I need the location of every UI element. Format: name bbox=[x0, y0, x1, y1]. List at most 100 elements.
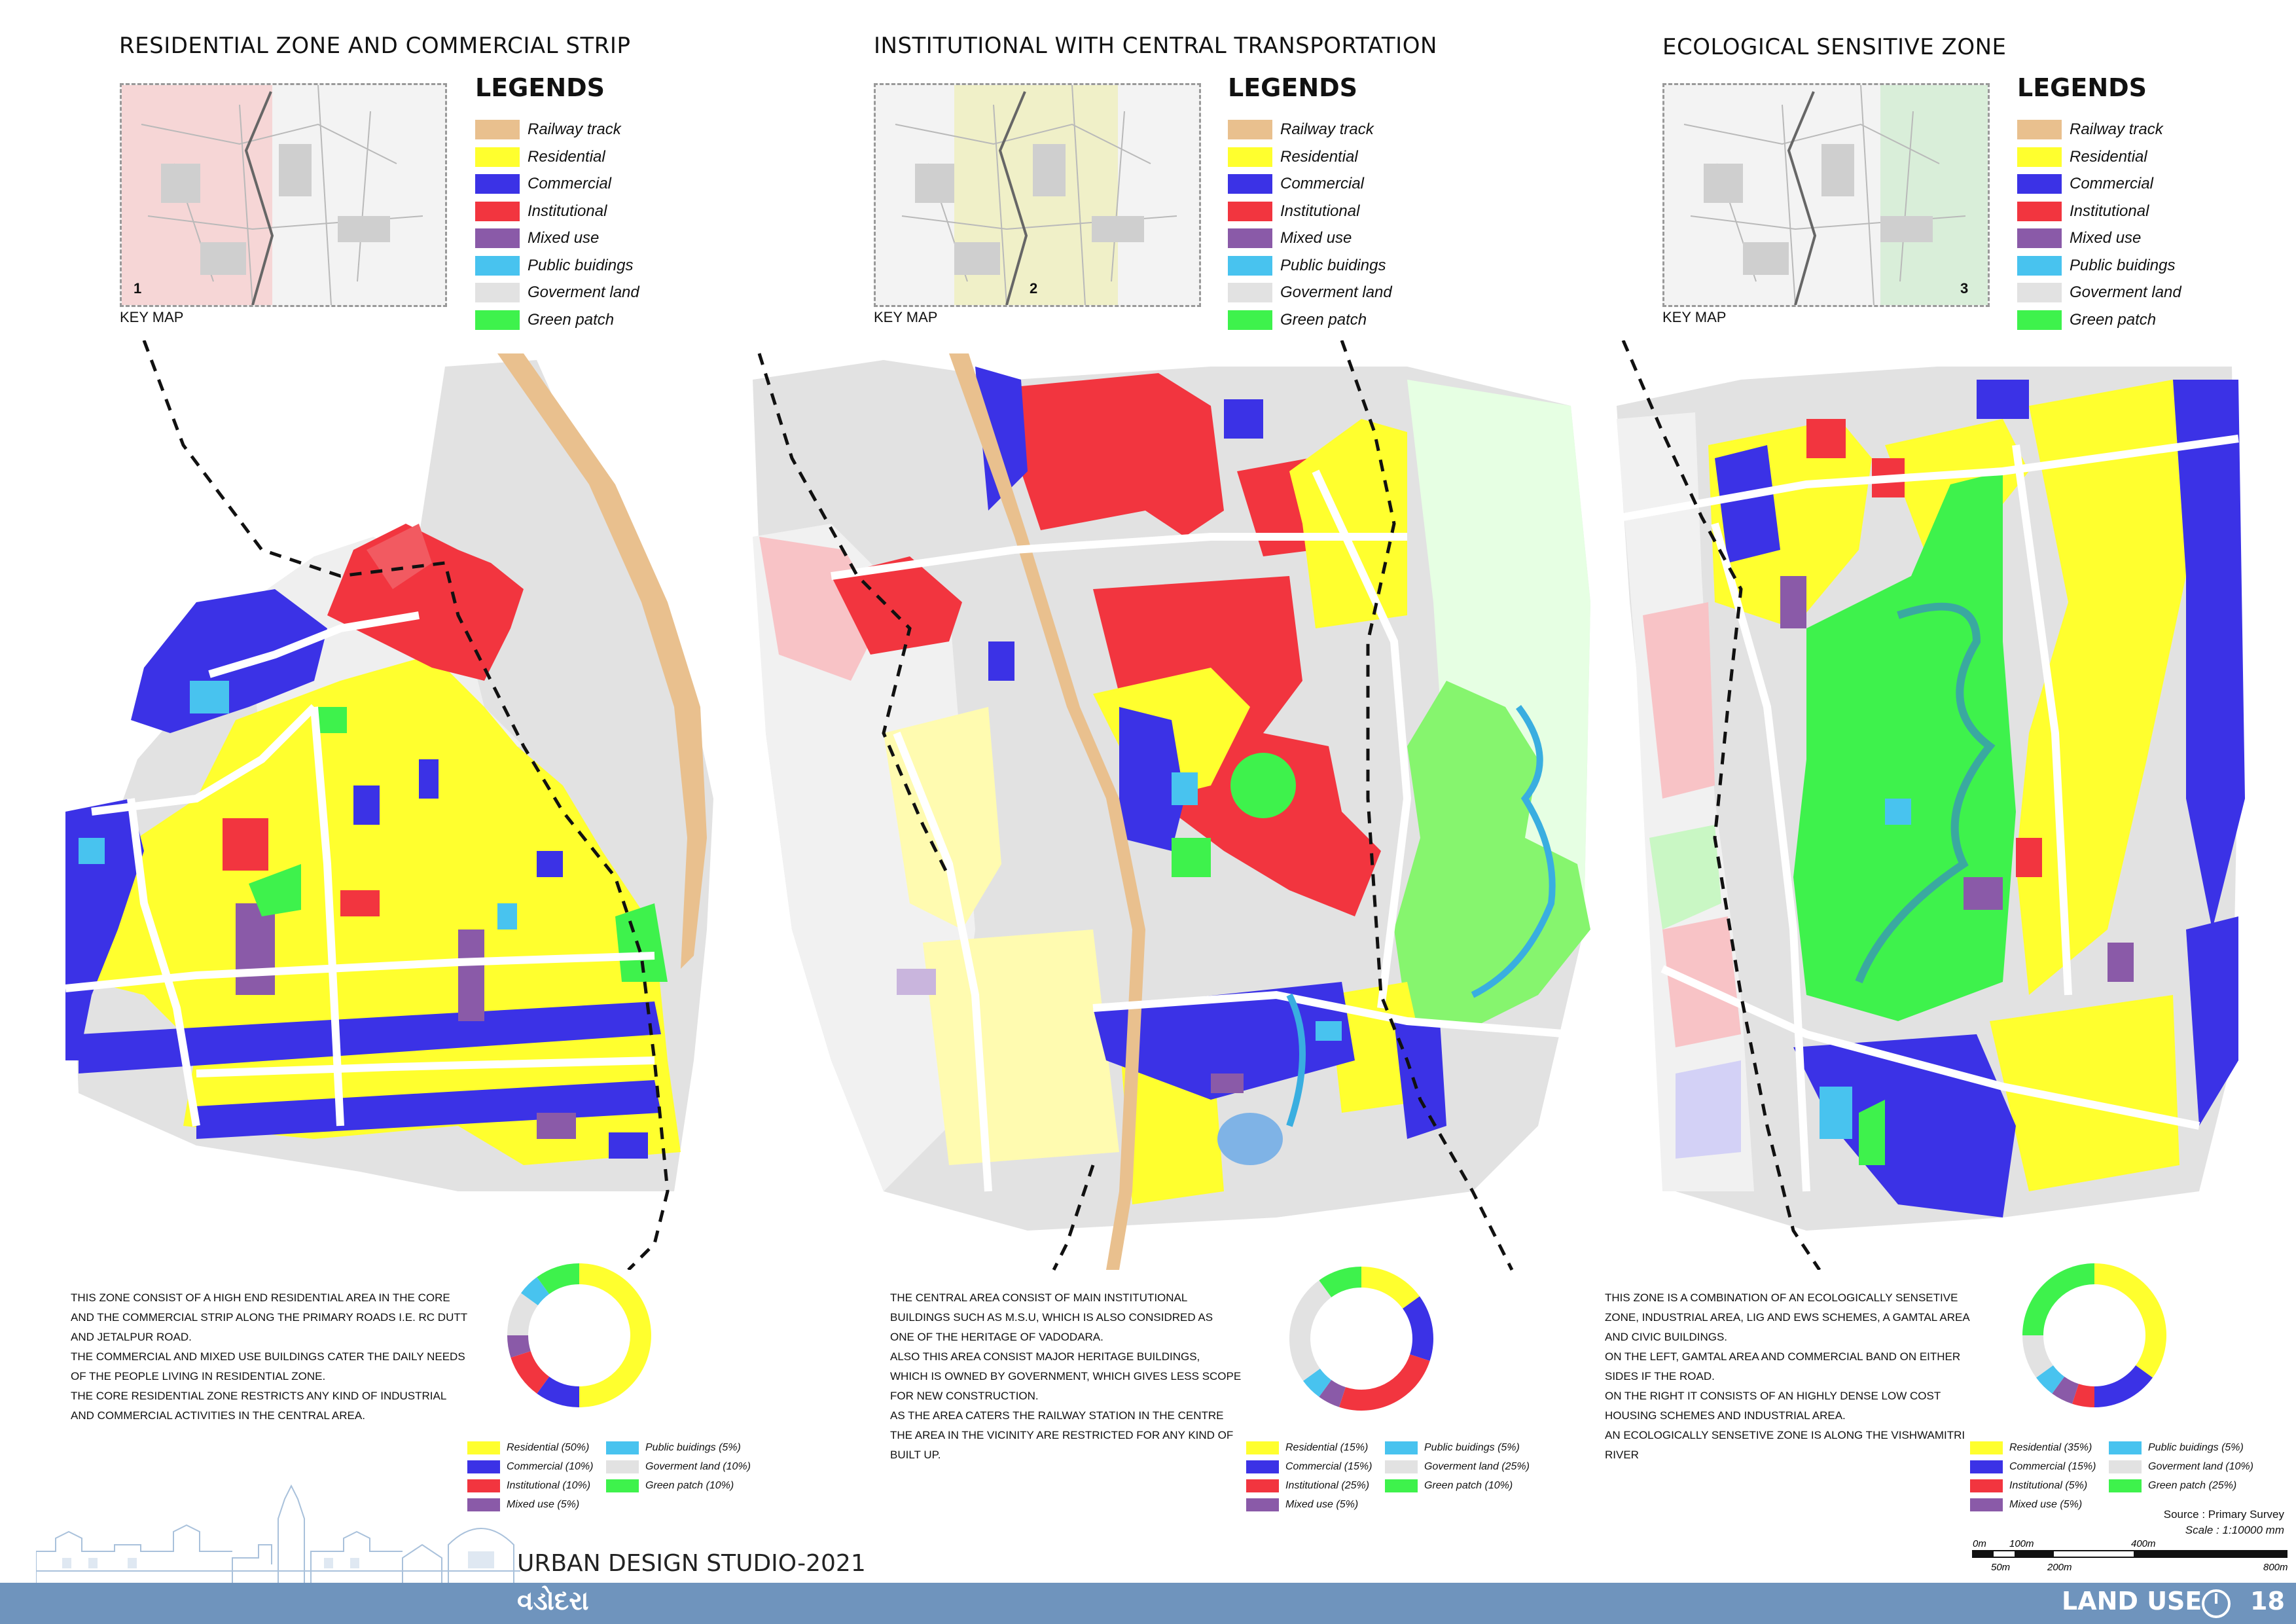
legend-label: Residential bbox=[2070, 147, 2147, 166]
legend-swatch bbox=[2017, 255, 2062, 276]
pie-legend-item-government: Goverment land (25%) bbox=[1385, 1460, 1530, 1473]
description-line: BUILDINGS SUCH AS M.S.U, WHICH IS ALSO C… bbox=[890, 1311, 1213, 1324]
donut-slice-mixed bbox=[1319, 1380, 1346, 1407]
pie-legend-swatch bbox=[606, 1441, 639, 1454]
legend-label: Green patch bbox=[1280, 310, 1367, 329]
donut-slice-green bbox=[2022, 1263, 2094, 1335]
key-map-number: 1 bbox=[134, 280, 142, 297]
pie-legend-swatch bbox=[1970, 1460, 2003, 1473]
pie-legend-label: Public buidings (5%) bbox=[645, 1442, 741, 1453]
pie-legend-label: Institutional (5%) bbox=[2009, 1480, 2088, 1491]
pie-legend-item-green: Green patch (25%) bbox=[2109, 1479, 2236, 1492]
pie-legend-label: Public buidings (5%) bbox=[1424, 1442, 1520, 1453]
description-line: THE AREA IN THE VICINITY ARE RESTRICTED … bbox=[890, 1429, 1234, 1441]
legend-swatch bbox=[1228, 228, 1272, 248]
legend-label: Institutional bbox=[2070, 202, 2149, 220]
pie-legend-swatch bbox=[2109, 1460, 2142, 1473]
donut-slice-green bbox=[1319, 1267, 1361, 1297]
scale-text: Scale : 1:10000 mm bbox=[2185, 1524, 2284, 1536]
pie-legend-item-mixed: Mixed use (5%) bbox=[1970, 1498, 2082, 1511]
legend-swatch bbox=[2017, 147, 2062, 167]
legend-item-institutional: Institutional bbox=[475, 200, 607, 223]
pie-legend-swatch bbox=[1246, 1479, 1279, 1492]
pie-legend-label: Public buidings (5%) bbox=[2148, 1442, 2244, 1453]
legend-swatch bbox=[475, 147, 520, 167]
legend-item-public: Public buidings bbox=[475, 254, 633, 278]
legend-item-residential: Residential bbox=[1228, 145, 1358, 169]
pie-legend-swatch bbox=[467, 1479, 500, 1492]
legend-swatch bbox=[475, 228, 520, 248]
pie-legend-item-institutional: Institutional (10%) bbox=[467, 1479, 590, 1492]
pie-legend-swatch bbox=[1246, 1441, 1279, 1454]
donut-slice-government bbox=[1289, 1280, 1332, 1381]
legend-item-public: Public buidings bbox=[2017, 254, 2175, 278]
legend-title: LEGENDS bbox=[2017, 73, 2147, 102]
pie-legend-label: Mixed use (5%) bbox=[507, 1499, 580, 1510]
studio-title: URBAN DESIGN STUDIO-2021 bbox=[517, 1550, 866, 1577]
legend-panel-2: LEGENDS Railway track Residential Commerci… bbox=[1228, 73, 1424, 330]
description-line: THE CORE RESIDENTIAL ZONE RESTRICTS ANY … bbox=[71, 1390, 447, 1402]
legend-label: Mixed use bbox=[1280, 229, 1352, 247]
pie-legend-swatch bbox=[1970, 1479, 2003, 1492]
pie-legend-swatch bbox=[1385, 1460, 1418, 1473]
legend-label: Public buidings bbox=[1280, 256, 1386, 274]
legend-item-commercial: Commercial bbox=[1228, 172, 1364, 196]
legend-label: Mixed use bbox=[528, 229, 600, 247]
pie-legend-label: Residential (50%) bbox=[507, 1442, 590, 1453]
description-line: THE CENTRAL AREA CONSIST OF MAIN INSTITU… bbox=[890, 1291, 1188, 1304]
pie-legend-label: Commercial (15%) bbox=[2009, 1461, 2096, 1472]
donut-slice-commercial bbox=[2094, 1365, 2153, 1407]
legend-item-residential: Residential bbox=[475, 145, 605, 169]
legend-label: Goverment land bbox=[2070, 283, 2181, 301]
pie-legend-label: Institutional (25%) bbox=[1285, 1480, 1370, 1491]
legend-swatch bbox=[2017, 174, 2062, 194]
panel-2-description: THE CENTRAL AREA CONSIST OF MAIN INSTITU… bbox=[890, 1288, 1270, 1465]
description-line: AND JETALPUR ROAD. bbox=[71, 1331, 192, 1343]
pie-legend-item-commercial: Commercial (15%) bbox=[1246, 1460, 1372, 1473]
description-line: AND COMMERCIAL ACTIVITIES IN THE CENTRAL… bbox=[71, 1409, 365, 1422]
pie-legend-label: Commercial (10%) bbox=[507, 1461, 594, 1472]
legend-item-mixed: Mixed use bbox=[475, 226, 599, 250]
description-line: ZONE, INDUSTRIAL AREA, LIG AND EWS SCHEM… bbox=[1605, 1311, 1970, 1324]
key-map-label: KEY MAP bbox=[874, 309, 938, 325]
donut-slice-public bbox=[1303, 1368, 1332, 1397]
legend-label: Commercial bbox=[528, 175, 612, 192]
legend-swatch bbox=[1228, 201, 1272, 221]
description-line: AND THE COMMERCIAL STRIP ALONG THE PRIMA… bbox=[71, 1311, 468, 1324]
pie-legend-item-green: Green patch (10%) bbox=[1385, 1479, 1513, 1492]
legend-swatch bbox=[1228, 147, 1272, 167]
pie-legend-swatch bbox=[606, 1479, 639, 1492]
legend-swatch bbox=[1228, 120, 1272, 139]
legend-swatch bbox=[2017, 201, 2062, 221]
legend-item-mixed: Mixed use bbox=[1228, 226, 1352, 250]
source-text: Source : Primary Survey bbox=[2163, 1508, 2284, 1521]
pie-legend-swatch bbox=[467, 1441, 500, 1454]
legend-label: Commercial bbox=[2070, 175, 2154, 192]
legend-item-government: Goverment land bbox=[475, 281, 639, 304]
pie-legend-1: Residential (50%) Public buidings (5%) Com… bbox=[467, 1441, 768, 1520]
pie-legend-label: Commercial (15%) bbox=[1285, 1461, 1372, 1472]
donut-slice-residential bbox=[2094, 1263, 2166, 1378]
pie-legend-swatch bbox=[2109, 1479, 2142, 1492]
legend-item-mixed: Mixed use bbox=[2017, 226, 2141, 250]
legend-swatch bbox=[475, 120, 520, 139]
pie-legend-item-mixed: Mixed use (5%) bbox=[1246, 1498, 1358, 1511]
pie-legend-swatch bbox=[1246, 1460, 1279, 1473]
pie-legend-label: Green patch (10%) bbox=[1424, 1480, 1513, 1491]
panel-1-description: THIS ZONE CONSIST OF A HIGH END RESIDENT… bbox=[71, 1288, 476, 1426]
legend-swatch bbox=[2017, 283, 2062, 302]
legend-item-government: Goverment land bbox=[1228, 281, 1392, 304]
description-line: THE COMMERCIAL AND MIXED USE BUILDINGS C… bbox=[71, 1350, 465, 1363]
donut-slice-institutional bbox=[2072, 1384, 2094, 1407]
legend-item-commercial: Commercial bbox=[475, 172, 611, 196]
pie-legend-item-mixed: Mixed use (5%) bbox=[467, 1498, 579, 1511]
pie-legend-label: Green patch (25%) bbox=[2148, 1480, 2237, 1491]
clock-icon bbox=[2202, 1589, 2231, 1618]
description-line: HOUSING SCHEMES AND INDUSTRIAL AREA. bbox=[1605, 1409, 1846, 1422]
legend-label: Institutional bbox=[1280, 202, 1360, 220]
legend-label: Mixed use bbox=[2070, 229, 2142, 247]
panel-3-title: ECOLOGICAL SENSITIVE ZONE bbox=[1662, 34, 2007, 60]
pie-legend-label: Green patch (10%) bbox=[645, 1480, 734, 1491]
pie-legend-label: Mixed use (5%) bbox=[1285, 1499, 1359, 1510]
legend-label: Institutional bbox=[528, 202, 607, 220]
